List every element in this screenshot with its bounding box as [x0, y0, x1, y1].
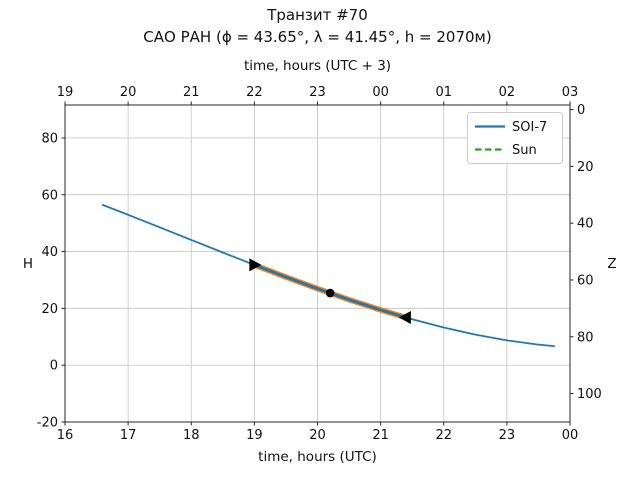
top-tick-label: 03 — [562, 85, 579, 100]
left-tick-label: 60 — [41, 188, 58, 203]
left-tick-label: 20 — [41, 302, 58, 317]
left-tick-label: 40 — [41, 245, 58, 260]
top-tick-label: 02 — [499, 85, 516, 100]
top-tick-label: 20 — [120, 85, 137, 100]
bottom-tick-label: 18 — [183, 428, 200, 443]
bottom-tick-label: 16 — [57, 428, 74, 443]
top-tick-label: 21 — [183, 85, 200, 100]
bottom-axis-label: time, hours (UTC) — [258, 449, 377, 465]
bottom-tick-label: 22 — [435, 428, 452, 443]
data-layer — [101, 204, 556, 348]
right-tick-label: 80 — [577, 330, 594, 345]
right-axis-label: Z — [607, 256, 616, 272]
right-tick-label: 0 — [577, 103, 585, 118]
legend-label-sun: Sun — [512, 143, 537, 158]
bottom-tick-label: 21 — [372, 428, 389, 443]
top-tick-label: 00 — [372, 85, 389, 100]
bottom-tick-label: 17 — [120, 428, 137, 443]
right-tick-label: 60 — [577, 273, 594, 288]
top-tick-label: 23 — [309, 85, 326, 100]
right-tick-label: 40 — [577, 217, 594, 232]
bottom-tick-label: 19 — [246, 428, 263, 443]
transit-midpoint-marker — [325, 288, 335, 298]
right-tick-label: 100 — [577, 387, 602, 402]
right-tick-label: 20 — [577, 160, 594, 175]
transit-start-marker — [249, 258, 262, 272]
top-axis-label: time, hours (UTC + 3) — [244, 58, 391, 74]
legend-frame — [467, 112, 563, 164]
left-tick-label: 0 — [50, 359, 58, 374]
top-tick-label: 01 — [435, 85, 452, 100]
chart-subtitle: САО РАН (ϕ = 43.65°, λ = 41.45°, h = 207… — [143, 28, 491, 46]
legend: SOI-7 Sun — [467, 112, 563, 164]
top-tick-label: 22 — [246, 85, 263, 100]
left-axis-label: H — [23, 256, 33, 272]
top-tick-label: 19 — [57, 85, 74, 100]
left-tick-label: -20 — [37, 416, 58, 431]
bottom-tick-label: 23 — [499, 428, 516, 443]
chart-title: Транзит #70 — [266, 6, 368, 24]
bottom-tick-label: 20 — [309, 428, 326, 443]
left-tick-label: 80 — [41, 131, 58, 146]
bottom-tick-label: 00 — [562, 428, 579, 443]
legend-label-soi7: SOI-7 — [512, 120, 547, 135]
transit-end-marker — [398, 310, 411, 324]
